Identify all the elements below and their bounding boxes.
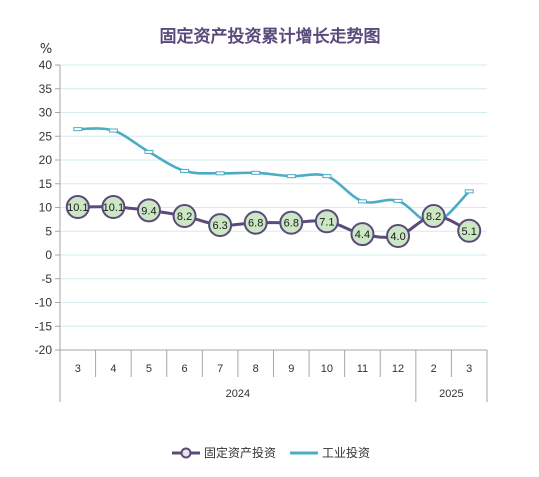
x-axis: 3 4 5 6 7 8 9 10 11 12 2 3 2024 2025 (59, 350, 488, 402)
data-point-industrial-investment (286, 174, 296, 179)
data-label-fixed-asset-investment: 8.2 (426, 211, 441, 223)
y-tick-label: 5 (45, 224, 52, 238)
x-tick-label: 6 (181, 363, 187, 375)
x-tick-label: 5 (146, 363, 152, 375)
x-tick-label: 12 (392, 363, 404, 375)
data-point-fixed-asset-investment (101, 195, 126, 220)
data-point-industrial-investment (322, 174, 332, 179)
x-group-label: 2025 (439, 388, 463, 400)
legend: 固定资产投资 工业投资 (172, 445, 370, 460)
x-tick-label: 9 (288, 363, 294, 375)
y-tick-label: 20 (39, 153, 53, 167)
y-tick-label: 0 (45, 248, 52, 262)
series-layer: 10.1 10.1 9.4 8.2 6.3 6.8 6.8 7.1 4.4 4.0 8.2 5.1 (65, 127, 482, 248)
x-tick-label: 10 (321, 363, 333, 375)
y-tick-label: -5 (41, 272, 52, 286)
data-label-fixed-asset-investment: 8.2 (177, 211, 192, 223)
legend-label-fixed-asset-investment: 固定资产投资 (204, 445, 276, 460)
x-tick-label: 3 (466, 363, 472, 375)
x-tick-label: 7 (217, 363, 223, 375)
y-tick-label: -15 (35, 319, 53, 333)
data-point-fixed-asset-investment (208, 213, 233, 238)
data-point-fixed-asset-investment (457, 218, 482, 243)
data-point-industrial-investment (464, 189, 474, 194)
legend-item-industrial-investment: 工业投资 (290, 445, 370, 460)
x-tick-label: 11 (357, 363, 368, 375)
y-tick-label: 10 (39, 201, 53, 215)
data-label-fixed-asset-investment: 9.4 (141, 205, 156, 217)
data-label-fixed-asset-investment: 6.3 (212, 220, 227, 232)
data-label-fixed-asset-investment: 6.8 (248, 218, 263, 230)
data-label-fixed-asset-investment: 5.1 (462, 226, 477, 238)
data-point-fixed-asset-investment (65, 195, 90, 220)
data-point-fixed-asset-investment (279, 210, 304, 235)
y-tick-label: -10 (35, 296, 53, 310)
data-point-industrial-investment (215, 171, 225, 176)
data-point-fixed-asset-investment (350, 222, 375, 247)
y-tick-label: 40 (39, 58, 53, 72)
x-tick-label: 3 (75, 363, 81, 375)
data-point-industrial-investment (108, 128, 118, 133)
data-point-fixed-asset-investment (386, 224, 411, 248)
data-point-fixed-asset-investment (421, 204, 446, 229)
y-tick-label: 25 (39, 129, 53, 143)
data-point-fixed-asset-investment (136, 198, 161, 223)
data-point-industrial-investment (180, 168, 190, 173)
series-line-fixed-asset-investment (77, 205, 470, 239)
data-label-fixed-asset-investment: 6.8 (284, 218, 299, 230)
data-label-fixed-asset-investment: 10.1 (103, 202, 124, 214)
data-point-fixed-asset-investment (314, 209, 339, 234)
y-tick-label: 15 (39, 177, 53, 191)
data-label-fixed-asset-investment: 4.0 (390, 231, 405, 243)
x-tick-label: 2 (431, 363, 437, 375)
data-label-fixed-asset-investment: 7.1 (319, 216, 334, 228)
data-point-fixed-asset-investment (243, 210, 268, 235)
data-label-fixed-asset-investment: 10.1 (67, 202, 88, 214)
data-point-fixed-asset-investment (172, 204, 197, 229)
chart-title: 固定资产投资累计增长走势图 (160, 26, 381, 47)
data-point-industrial-investment (357, 199, 367, 204)
legend-marker-circle (180, 447, 192, 459)
legend-label-industrial-investment: 工业投资 (322, 445, 370, 460)
y-tick-label: 35 (39, 82, 53, 96)
data-point-industrial-investment (144, 149, 154, 154)
x-group-label: 2024 (226, 388, 250, 400)
data-point-industrial-investment (73, 127, 83, 132)
data-point-industrial-investment (251, 170, 261, 175)
x-tick-label: 4 (110, 363, 116, 375)
y-axis-unit: % (40, 42, 52, 57)
data-label-fixed-asset-investment: 4.4 (355, 229, 370, 241)
data-point-industrial-investment (393, 198, 403, 203)
y-axis-ticks: 40 35 30 25 20 15 10 5 0 -5 -10 -15 -20 (35, 58, 60, 357)
x-tick-label: 8 (253, 363, 259, 375)
y-tick-label: -20 (35, 343, 53, 357)
legend-item-fixed-asset-investment: 固定资产投资 (172, 445, 276, 460)
y-tick-label: 30 (39, 106, 53, 120)
